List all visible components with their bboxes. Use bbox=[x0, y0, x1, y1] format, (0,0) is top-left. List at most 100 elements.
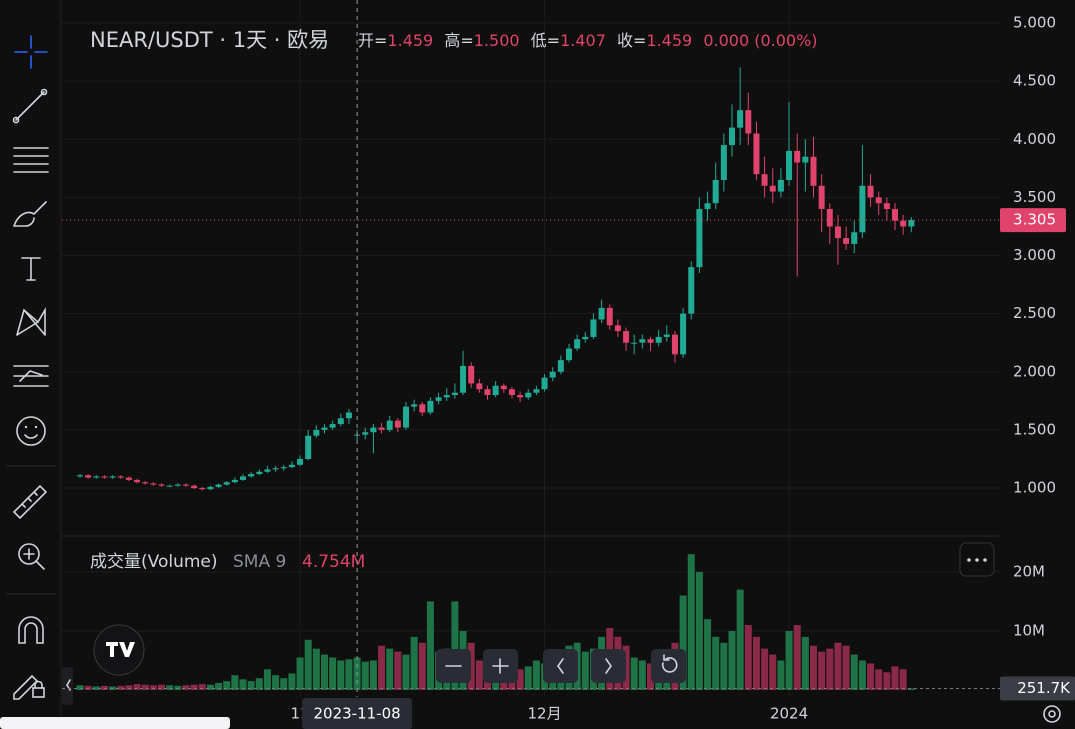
candle-body bbox=[345, 412, 352, 419]
candle-body bbox=[867, 185, 874, 198]
x-tick-label: 12月 bbox=[528, 705, 562, 723]
candle-body bbox=[403, 406, 409, 428]
volume-bar bbox=[418, 642, 426, 690]
volume-bar bbox=[149, 685, 157, 690]
lock-tool[interactable] bbox=[13, 674, 45, 700]
last-price-bg bbox=[1000, 208, 1066, 233]
candle-body bbox=[337, 418, 344, 425]
candle-body bbox=[158, 484, 165, 486]
candle-body bbox=[231, 479, 238, 483]
text-tool[interactable] bbox=[21, 257, 41, 281]
prediction-tool[interactable] bbox=[13, 365, 49, 387]
scroll-left-button[interactable] bbox=[543, 649, 578, 683]
candle-body bbox=[859, 185, 866, 233]
volume-bar bbox=[288, 673, 296, 690]
candle-body bbox=[492, 385, 499, 396]
brush-tool[interactable] bbox=[13, 201, 47, 227]
candle-body bbox=[843, 238, 850, 244]
candle-body bbox=[606, 307, 613, 326]
candle-body bbox=[248, 474, 255, 477]
chart-title: NEAR/USDT · 1天 · 欧易 bbox=[90, 28, 329, 52]
crosshair-label: 2023-11-08 bbox=[314, 705, 401, 723]
candle-body bbox=[321, 427, 328, 430]
crosshair-tool[interactable] bbox=[14, 35, 48, 69]
magnet-tool[interactable] bbox=[18, 616, 44, 644]
volume-bar bbox=[907, 688, 915, 690]
candle-body bbox=[549, 371, 556, 378]
reset-button[interactable] bbox=[651, 649, 686, 683]
pattern-tool[interactable] bbox=[16, 307, 46, 336]
zoom-tool[interactable] bbox=[18, 543, 45, 570]
volume-bar bbox=[647, 663, 654, 690]
candle-body bbox=[582, 336, 589, 340]
line-tool[interactable] bbox=[12, 88, 48, 124]
candle-body bbox=[794, 150, 801, 163]
more-button[interactable] bbox=[959, 542, 995, 577]
volume-bar bbox=[467, 642, 475, 690]
volume-bar bbox=[720, 642, 728, 690]
candle-body bbox=[777, 179, 784, 192]
volume-bar bbox=[166, 685, 174, 690]
candle-body bbox=[329, 424, 336, 428]
scroll-right-button[interactable] bbox=[591, 649, 626, 683]
ruler-tool[interactable] bbox=[12, 484, 48, 520]
candle-body bbox=[125, 477, 132, 480]
tv-logo[interactable] bbox=[93, 624, 145, 676]
last-volume-bg bbox=[1000, 676, 1075, 701]
volume-bar bbox=[296, 657, 304, 690]
candle-body bbox=[174, 484, 181, 486]
candle-body bbox=[769, 185, 776, 192]
volume-bar bbox=[704, 619, 712, 690]
volume-bar bbox=[345, 659, 353, 690]
fib-tool[interactable] bbox=[13, 147, 49, 173]
candle-body bbox=[215, 484, 222, 487]
volume-bar bbox=[695, 571, 703, 690]
zoom-in-button[interactable] bbox=[483, 649, 518, 683]
candle-body bbox=[394, 420, 401, 428]
volume-bar bbox=[215, 682, 223, 690]
volume-bar bbox=[223, 681, 231, 690]
candle-body bbox=[818, 185, 825, 210]
collapse-tab[interactable] bbox=[62, 667, 73, 705]
candle-body bbox=[264, 469, 271, 472]
legend-value: 1.459 bbox=[646, 31, 692, 50]
volume-bar bbox=[679, 595, 687, 690]
candle-body bbox=[590, 319, 597, 337]
volume-bar bbox=[190, 684, 198, 690]
volume-bar bbox=[875, 669, 883, 690]
settings-button[interactable] bbox=[1043, 705, 1061, 723]
y-tick-label: 3.500 bbox=[1013, 188, 1056, 206]
emoji-tool[interactable] bbox=[16, 416, 46, 446]
candle-body bbox=[182, 484, 189, 486]
candle-body bbox=[655, 336, 662, 343]
volume-bar bbox=[402, 654, 410, 690]
zoom-out-button[interactable] bbox=[436, 649, 471, 683]
candle-body bbox=[508, 389, 515, 396]
candle-body bbox=[802, 156, 809, 163]
volume-bar bbox=[581, 651, 589, 690]
candle-body bbox=[810, 156, 817, 186]
candle-body bbox=[574, 339, 581, 349]
volume-bar bbox=[712, 636, 720, 690]
volume-bar bbox=[818, 651, 826, 690]
axes: 1.000 1.500 2.000 2.500 3.000 3.500 4.000 4.500… bbox=[62, 0, 1075, 729]
volume-bar bbox=[182, 685, 190, 690]
candle-body bbox=[223, 482, 230, 485]
volume-bar bbox=[337, 660, 345, 690]
candle-body bbox=[451, 392, 458, 396]
candle-body bbox=[256, 471, 263, 475]
candle-body bbox=[737, 110, 744, 128]
volume-bar bbox=[117, 685, 125, 690]
volume-bar bbox=[410, 636, 418, 690]
candle-body bbox=[761, 174, 768, 186]
candle-body bbox=[704, 203, 711, 210]
volume-bar bbox=[777, 660, 785, 690]
candle-body bbox=[623, 331, 630, 343]
y-tick-label: 2.500 bbox=[1013, 304, 1056, 322]
toolbar bbox=[0, 0, 73, 729]
candles bbox=[77, 67, 915, 491]
candle-body bbox=[900, 220, 907, 227]
candle-body bbox=[631, 342, 638, 344]
sma-value: 4.754M bbox=[302, 552, 365, 572]
volume-bar bbox=[92, 686, 100, 690]
